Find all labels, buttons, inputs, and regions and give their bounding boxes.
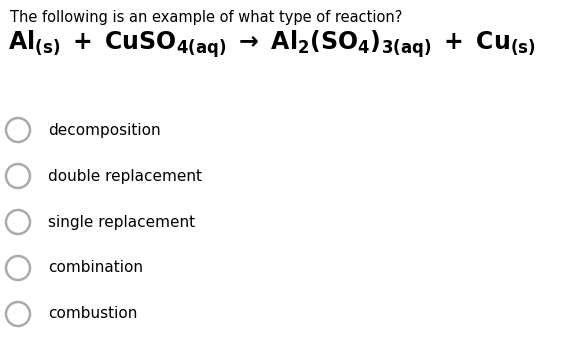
Text: double replacement: double replacement bbox=[48, 169, 202, 183]
Text: combustion: combustion bbox=[48, 306, 137, 322]
Text: single replacement: single replacement bbox=[48, 214, 195, 230]
Text: $\mathbf{Al_{(s)}\ +\ CuSO_{4(aq)}\ \rightarrow\ Al_2(SO_4)_{3(aq)}\ +\ Cu_{(s)}: $\mathbf{Al_{(s)}\ +\ CuSO_{4(aq)}\ \rig… bbox=[8, 28, 535, 60]
Text: The following is an example of what type of reaction?: The following is an example of what type… bbox=[10, 10, 402, 25]
Text: combination: combination bbox=[48, 261, 143, 275]
Text: decomposition: decomposition bbox=[48, 122, 160, 138]
